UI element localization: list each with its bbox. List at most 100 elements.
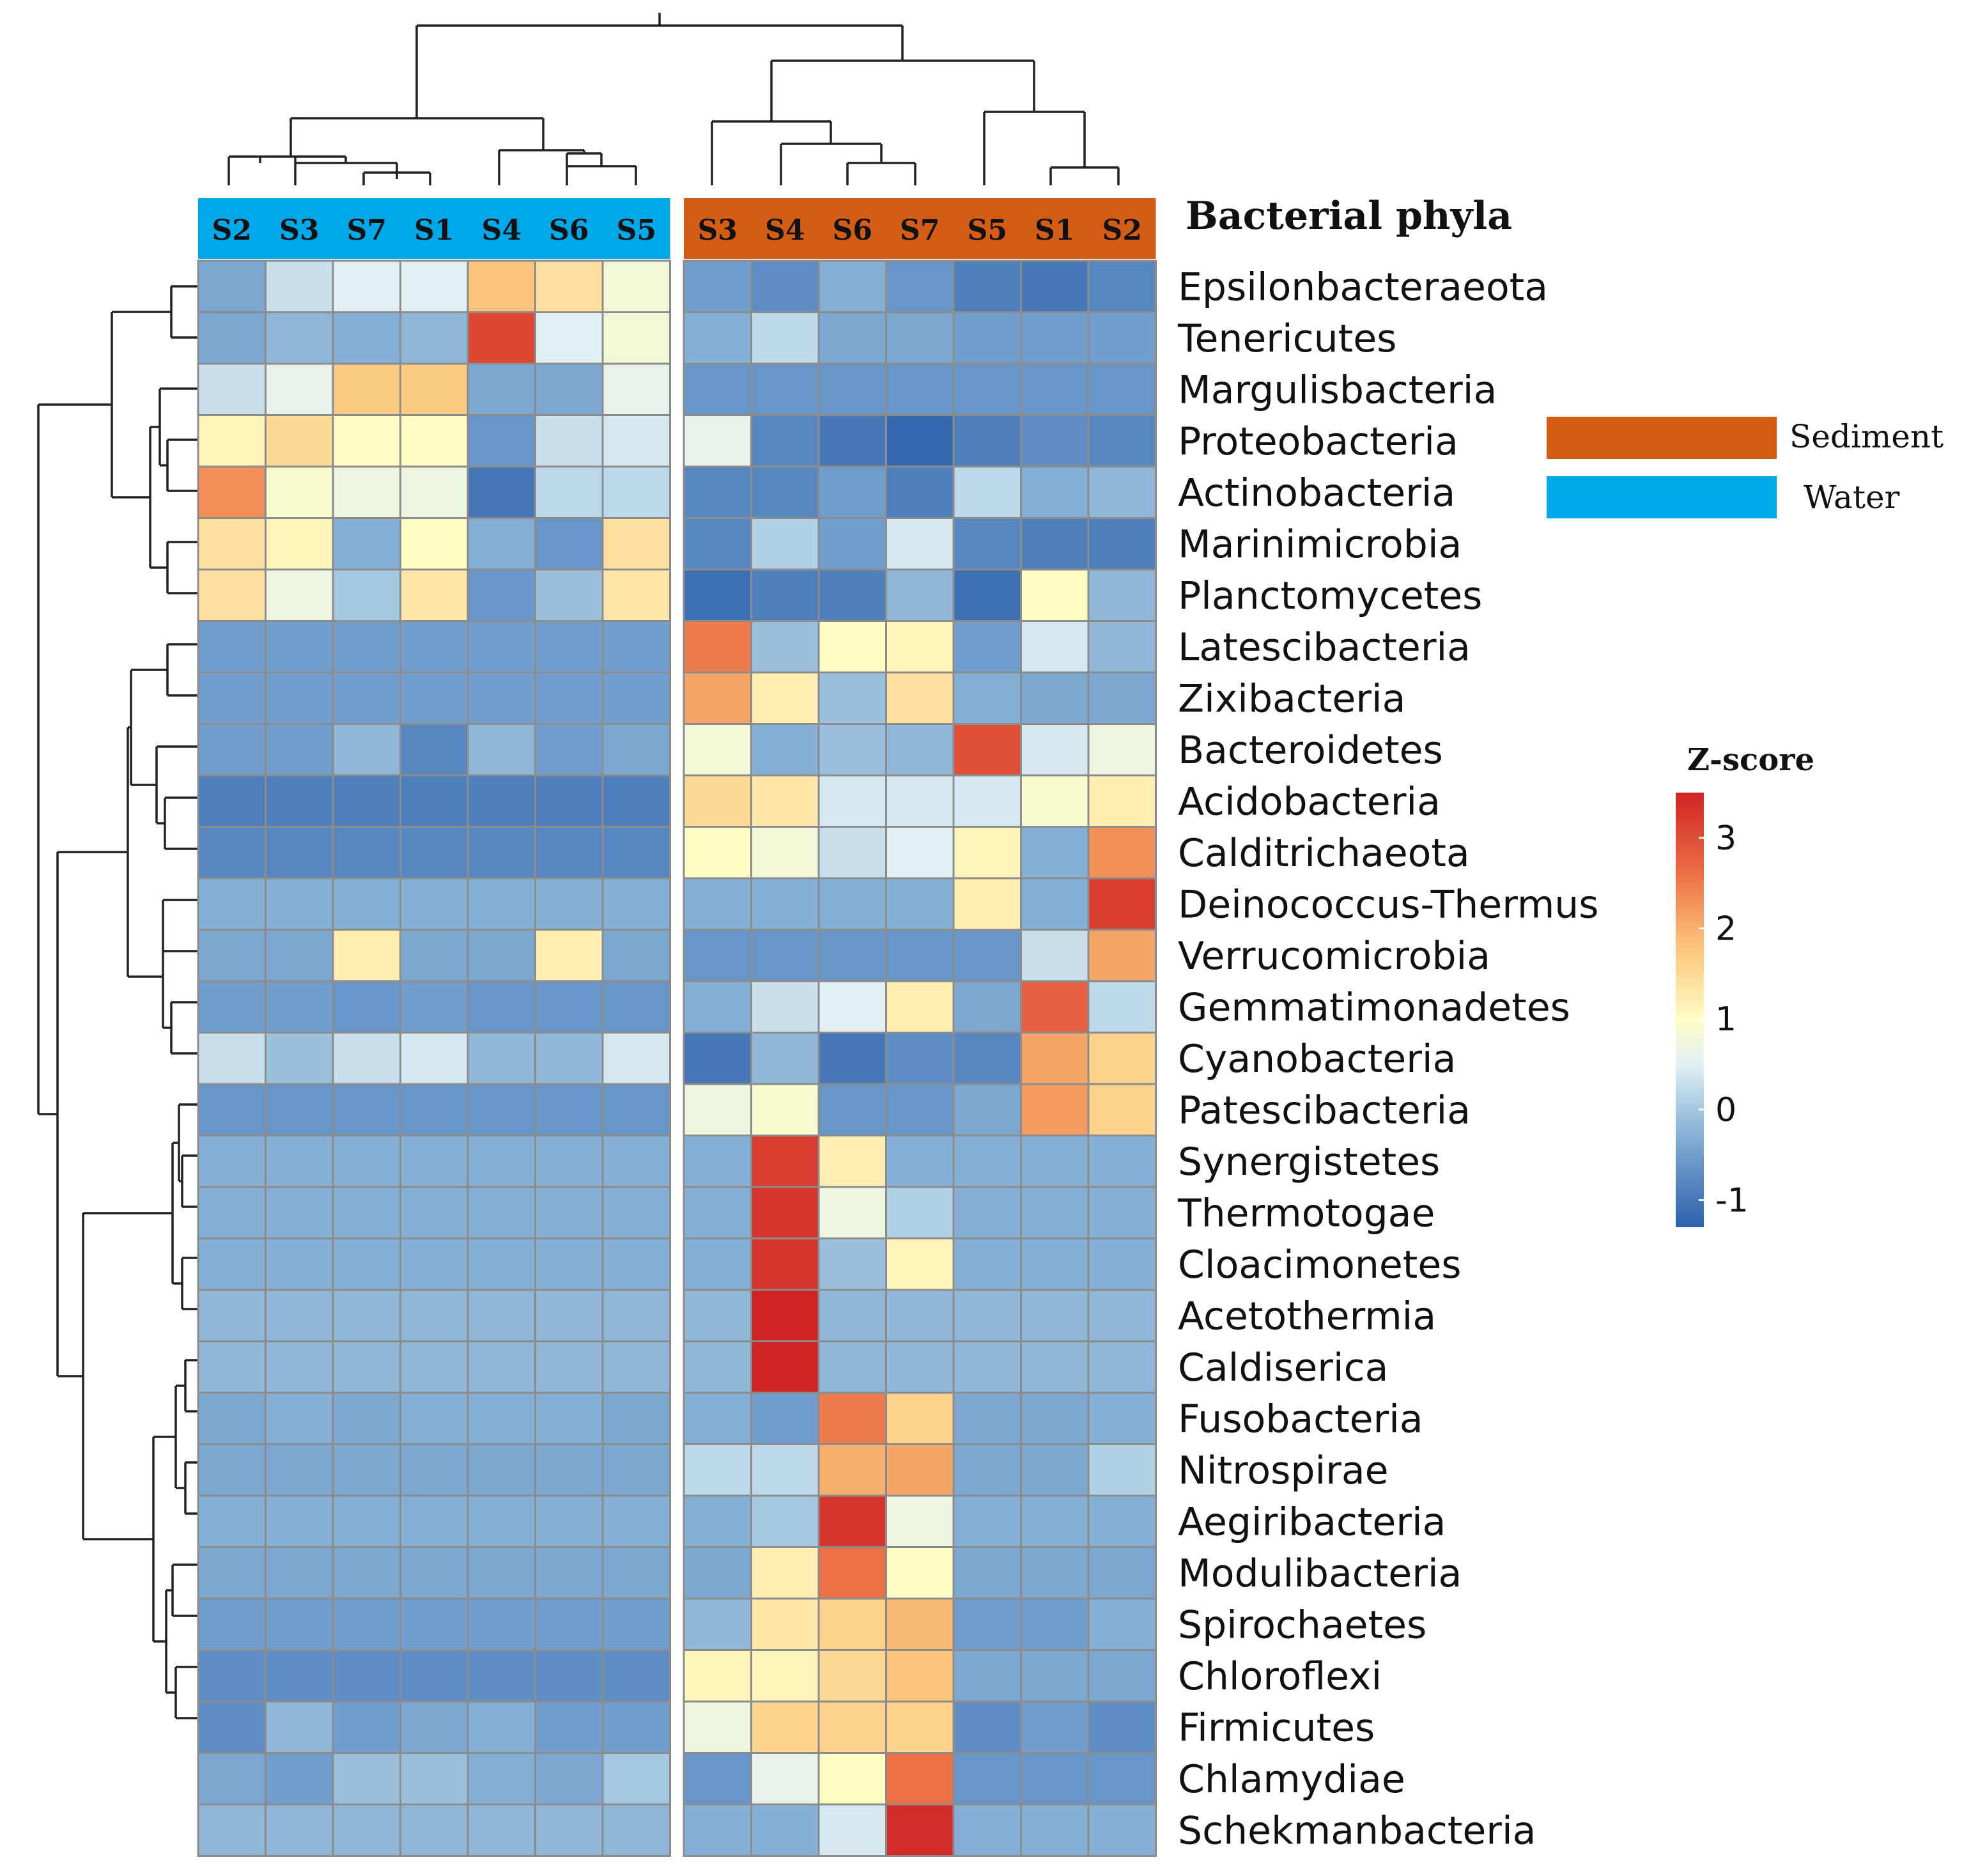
heatmap-cell	[197, 1649, 267, 1703]
heatmap-cell	[952, 826, 1022, 880]
heatmap-cell	[1087, 1083, 1157, 1136]
heatmap-cell	[817, 1597, 887, 1651]
heatmap-cell	[467, 620, 536, 674]
heatmap-cell	[601, 671, 671, 725]
heatmap-cell	[467, 980, 536, 1034]
heatmap-cell	[467, 929, 536, 982]
heatmap-cell	[885, 1289, 955, 1342]
heatmap-cell	[399, 723, 469, 777]
heatmap-cell	[817, 1237, 887, 1291]
heatmap-cell	[197, 1443, 267, 1497]
column-label: S4	[482, 214, 522, 247]
heatmap-cell	[750, 1546, 820, 1600]
heatmap-cell	[817, 1494, 887, 1548]
row-label: Thermotogae	[1177, 1191, 1435, 1236]
heatmap-cell	[265, 568, 334, 622]
heatmap-cell	[750, 980, 820, 1034]
heatmap-cell	[885, 980, 955, 1034]
legend-label-water: Water	[1804, 479, 1900, 516]
heatmap-cell	[332, 260, 401, 313]
heatmap-cell	[1020, 1700, 1090, 1754]
heatmap-cell	[817, 1803, 887, 1857]
heatmap-cell	[952, 774, 1022, 828]
heatmap-cell	[750, 1289, 820, 1342]
heatmap-cell	[467, 1649, 536, 1703]
row-label: Chloroflexi	[1178, 1654, 1382, 1699]
heatmap-cell	[683, 1597, 752, 1651]
legend-label-sediment: Sediment	[1789, 418, 1944, 455]
heatmap-cell	[332, 1649, 401, 1703]
heatmap-cell	[332, 568, 401, 622]
heatmap-cell	[399, 1443, 469, 1497]
heatmap-cell	[683, 414, 752, 468]
heatmap-cell	[1020, 414, 1090, 468]
colorbar-tick-label: 3	[1715, 819, 1736, 858]
heatmap-cell	[885, 1340, 955, 1394]
heatmap-cell	[952, 1237, 1022, 1291]
heatmap-cell	[817, 465, 887, 519]
heatmap-cell	[601, 465, 671, 519]
heatmap-cell	[467, 774, 536, 828]
heatmap-cell	[1020, 1340, 1090, 1394]
heatmap-cell	[885, 1649, 955, 1703]
heatmap-cell	[265, 1391, 334, 1445]
row-label: Tenericutes	[1177, 316, 1396, 361]
heatmap-cell	[399, 1391, 469, 1445]
heatmap-cell	[534, 260, 604, 313]
heatmap-cell	[265, 620, 334, 674]
heatmap-cell	[399, 260, 469, 313]
heatmap-cell	[1087, 362, 1157, 416]
heatmap-cell	[952, 517, 1022, 571]
heatmap-cell	[817, 1340, 887, 1394]
heatmap-cell	[467, 1494, 536, 1548]
row-label: Acetothermia	[1178, 1294, 1436, 1338]
heatmap-cell	[534, 1443, 604, 1497]
row-label: Latescibacteria	[1178, 625, 1471, 670]
heatmap-cell	[1020, 1289, 1090, 1342]
heatmap-cell	[1020, 1752, 1090, 1806]
heatmap-cell	[885, 929, 955, 982]
heatmap-cell	[750, 671, 820, 725]
heatmap-cell	[197, 980, 267, 1034]
heatmap-cell	[265, 1803, 334, 1857]
heatmap-cell	[467, 671, 536, 725]
heatmap-cell	[750, 414, 820, 468]
column-label: S4	[765, 214, 805, 247]
column-label: S7	[900, 214, 939, 247]
heatmap-cell	[750, 568, 820, 622]
heatmap-cell	[467, 1597, 536, 1651]
heatmap-cell	[683, 980, 752, 1034]
heatmap-cell	[332, 414, 401, 468]
heatmap-cell	[683, 826, 752, 880]
heatmap-cell	[601, 877, 671, 931]
heatmap-cell	[817, 671, 887, 725]
heatmap-cell	[534, 620, 604, 674]
heatmap-cell	[750, 1340, 820, 1394]
heatmap-cell	[885, 774, 955, 828]
heatmap-cell	[750, 774, 820, 828]
heatmap-cell	[601, 568, 671, 622]
column-label: S5	[617, 214, 656, 247]
heatmap-cell	[197, 1340, 267, 1394]
heatmap-cell	[601, 1803, 671, 1857]
heatmap-cell	[683, 774, 752, 828]
heatmap-cell	[817, 877, 887, 931]
group-header-sediment	[684, 198, 1156, 259]
heatmap-cell	[265, 671, 334, 725]
heatmap-cell	[750, 1083, 820, 1136]
heatmap-cell	[683, 1546, 752, 1600]
heatmap-cell	[1020, 1597, 1090, 1651]
heatmap-cell	[467, 311, 536, 365]
heatmap-cell	[1020, 929, 1090, 982]
heatmap-cell	[750, 1391, 820, 1445]
heatmap-cell	[750, 465, 820, 519]
heatmap-cell	[683, 1391, 752, 1445]
heatmap-cell	[399, 1752, 469, 1806]
heatmap-cell	[265, 929, 334, 982]
row-label: Cloacimonetes	[1178, 1243, 1462, 1287]
heatmap-cell	[885, 362, 955, 416]
heatmap-cell	[1087, 1803, 1157, 1857]
heatmap-cell	[952, 1186, 1022, 1239]
heatmap-cell	[1087, 1135, 1157, 1188]
colorbar-ticks: -1 0 1 2 3	[1699, 819, 1749, 1220]
